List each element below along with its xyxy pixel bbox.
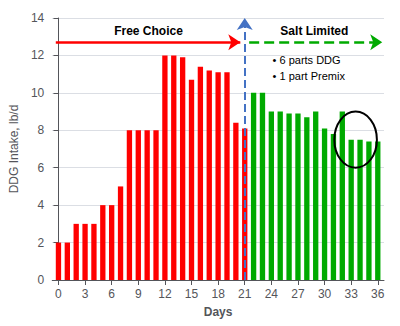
svg-text:30: 30 — [318, 287, 332, 301]
svg-text:6: 6 — [38, 161, 45, 175]
svg-text:14: 14 — [31, 11, 45, 25]
svg-text:• 1 part Premix: • 1 part Premix — [273, 70, 346, 82]
svg-text:Salt Limited: Salt Limited — [280, 24, 348, 38]
svg-text:0: 0 — [38, 273, 45, 287]
svg-text:21: 21 — [238, 287, 252, 301]
svg-text:12: 12 — [158, 287, 172, 301]
svg-text:12: 12 — [31, 48, 45, 62]
svg-text:18: 18 — [211, 287, 225, 301]
svg-text:• 6 parts DDG: • 6 parts DDG — [273, 54, 341, 66]
svg-text:15: 15 — [185, 287, 199, 301]
svg-text:6: 6 — [108, 287, 115, 301]
svg-text:3: 3 — [82, 287, 89, 301]
svg-text:9: 9 — [135, 287, 142, 301]
svg-text:0: 0 — [55, 287, 62, 301]
svg-text:Days: Days — [204, 305, 233, 319]
svg-text:8: 8 — [38, 123, 45, 137]
svg-text:33: 33 — [344, 287, 358, 301]
svg-text:2: 2 — [38, 236, 45, 250]
svg-text:36: 36 — [371, 287, 385, 301]
svg-text:4: 4 — [38, 198, 45, 212]
svg-text:24: 24 — [265, 287, 279, 301]
svg-text:27: 27 — [291, 287, 305, 301]
svg-text:10: 10 — [31, 86, 45, 100]
svg-text:Free Choice: Free Choice — [114, 24, 183, 38]
svg-text:DDG Intake, lb/d: DDG Intake, lb/d — [7, 105, 21, 194]
